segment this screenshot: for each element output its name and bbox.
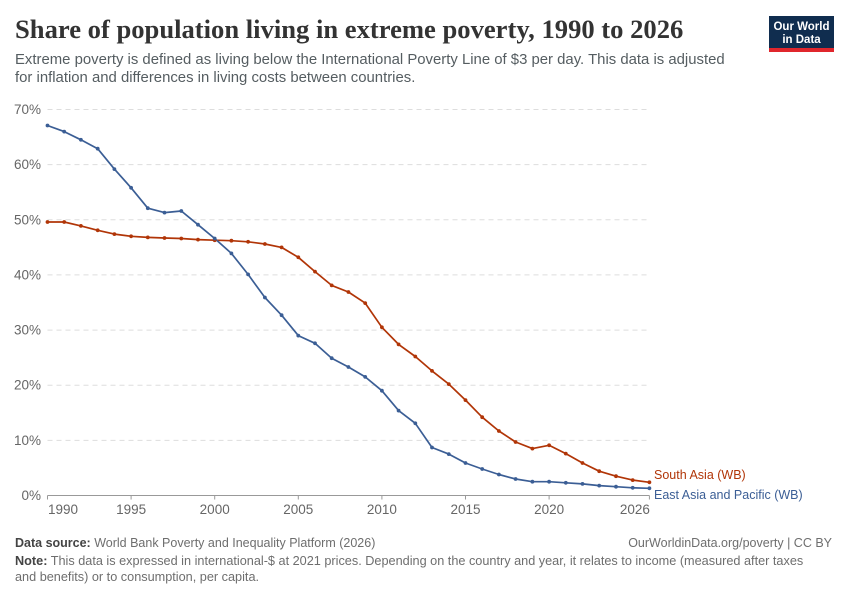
svg-text:70%: 70% <box>14 102 41 117</box>
svg-text:2005: 2005 <box>283 502 313 517</box>
svg-text:30%: 30% <box>14 323 41 338</box>
svg-text:20%: 20% <box>14 378 41 393</box>
svg-text:2020: 2020 <box>534 502 564 517</box>
svg-text:50%: 50% <box>14 212 41 227</box>
svg-text:2026: 2026 <box>620 502 650 517</box>
svg-text:2010: 2010 <box>367 502 397 517</box>
svg-text:40%: 40% <box>14 267 41 282</box>
svg-text:1995: 1995 <box>116 502 146 517</box>
svg-text:2000: 2000 <box>200 502 230 517</box>
svg-text:10%: 10% <box>14 433 41 448</box>
svg-text:1990: 1990 <box>48 502 78 517</box>
svg-text:0%: 0% <box>21 488 41 503</box>
svg-text:60%: 60% <box>14 157 41 172</box>
svg-text:2015: 2015 <box>450 502 480 517</box>
